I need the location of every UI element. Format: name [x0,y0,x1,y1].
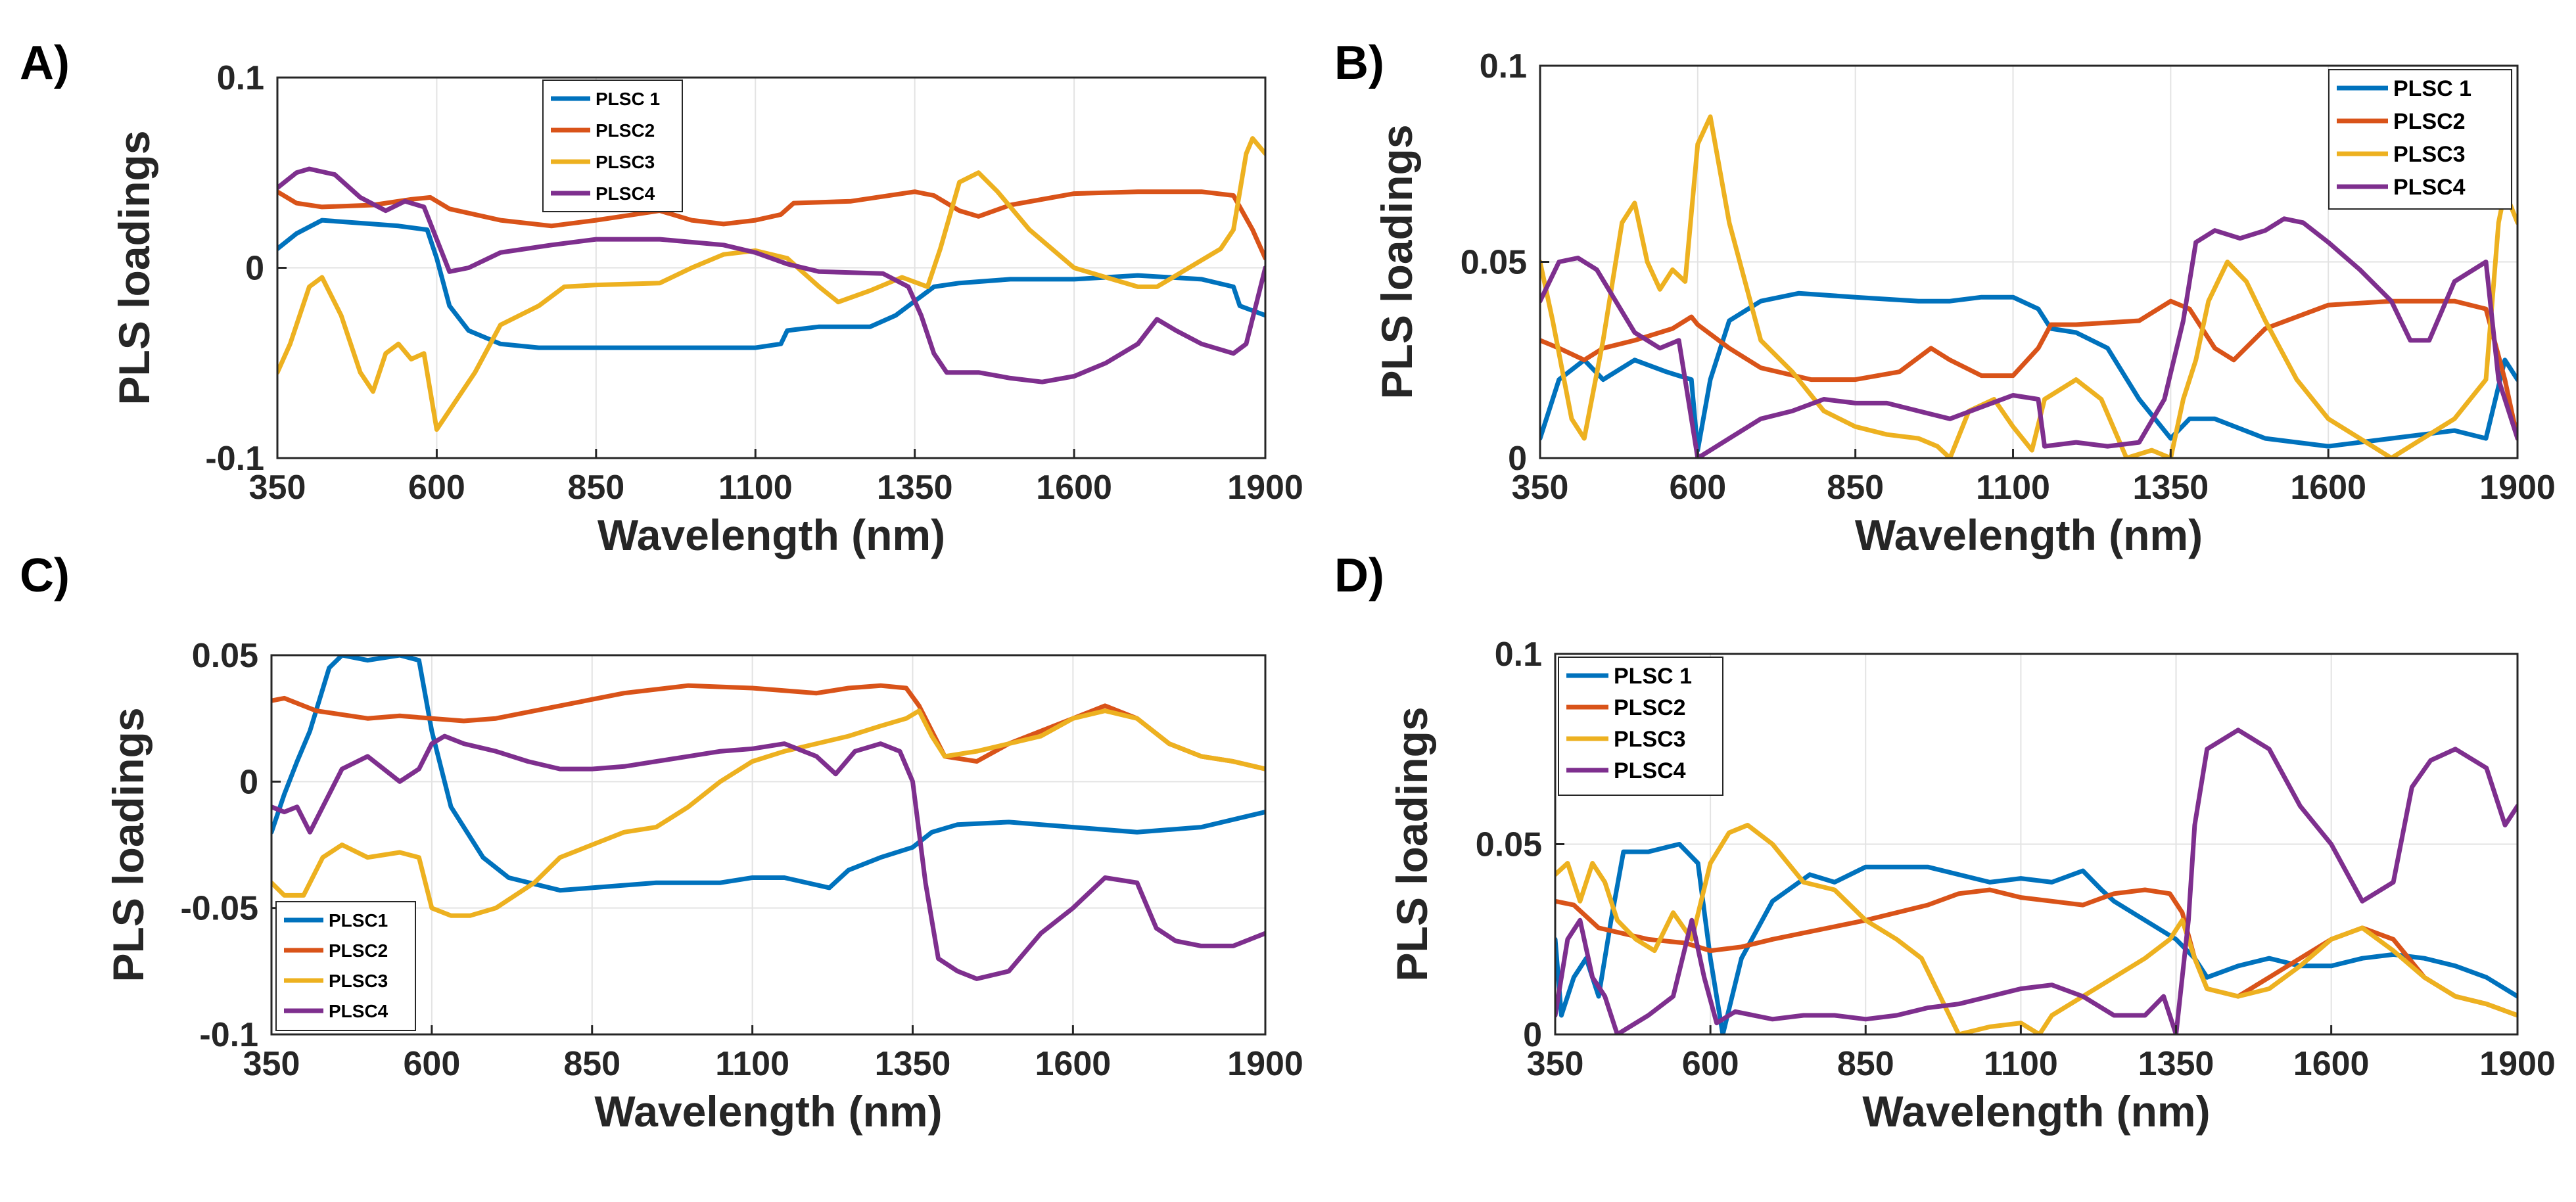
panel-letter: D) [1334,549,1384,602]
chart-panel-b: 350 600 850 1100 1350 1600 1900 0 0.05 0.1 Wavelen… [1334,37,2556,559]
series-line-plsc1 [1540,290,2517,453]
x-tick-label: 1100 [1976,469,2050,507]
x-tick-label: 1350 [877,469,953,507]
series-line-plsc3 [1540,114,2517,458]
x-tick-label: 850 [1837,1045,1894,1083]
x-tick-label: 600 [408,469,465,507]
series-line-plsc4 [1540,216,2517,458]
x-axis-label: Wavelength (nm) [1855,511,2203,559]
x-tick-label: 1350 [875,1045,951,1083]
chart-panel-d: 350 600 850 1100 1350 1600 1900 0 0.05 0.1 Wavelen… [1334,549,2556,1136]
series-line-plsc4 [277,166,1265,384]
y-tick-label: 0 [1523,1016,1542,1054]
panel-letter: C) [20,549,70,602]
legend-label: PLSC 1 [2393,76,2471,101]
x-tick-label: 1600 [2290,469,2366,507]
y-tick-label: 0.05 [1461,244,1527,282]
x-tick-label: 1350 [2138,1045,2214,1083]
x-axis-label: Wavelength (nm) [1862,1087,2210,1136]
chart-panel-a: 350 600 850 1100 1350 1600 1900 -0.1 0 0.1 Wavelen… [20,37,1303,559]
x-tick-label: 600 [403,1045,460,1083]
legend-label: PLSC4 [1614,758,1686,783]
series-line-plsc1 [271,655,1265,893]
legend-label: PLSC3 [2393,142,2466,167]
x-tick-label: 1900 [1227,1045,1303,1083]
legend-label: PLSC 1 [1614,664,1692,689]
legend-label: PLSC2 [329,940,388,961]
x-tick-label: 1100 [1984,1045,2058,1083]
y-tick-label: 0.1 [1480,47,1527,85]
x-axis-label: Wavelength (nm) [597,511,945,559]
series-line-plsc4 [271,733,1265,981]
legend: PLSC 1 PLSC2 PLSC3 PLSC4 [1558,657,1723,796]
y-tick-label: 0 [245,250,264,288]
legend-label: PLSC2 [2393,109,2466,134]
series-line-plsc1 [1555,842,2517,1034]
series-line-plsc4 [1555,728,2517,1034]
legend-label: PLSC 1 [596,89,660,109]
series-line-plsc2 [1540,298,2517,441]
y-axis-label: PLS loadings [1372,124,1421,399]
panel-letter: B) [1334,37,1384,89]
y-axis-label: PLS loadings [110,130,158,405]
y-tick-label: 0.1 [1495,636,1542,674]
y-tick-label: 0.05 [192,637,258,675]
plot-frame [270,654,1267,1036]
x-tick-label: 850 [1827,469,1884,507]
panel-letter: A) [20,37,70,89]
x-tick-label: 1900 [2479,1045,2556,1083]
x-tick-label: 1900 [2479,469,2556,507]
x-tick-label: 1100 [715,1045,789,1083]
x-tick-label: 1600 [1036,469,1112,507]
y-tick-label: -0.1 [199,1016,258,1054]
y-tick-label: -0.05 [180,890,258,928]
x-tick-label: 1100 [718,469,793,507]
legend: PLSC 1 PLSC2 PLSC3 PLSC4 [542,80,683,212]
x-tick-label: 1600 [1035,1045,1112,1083]
series-line-plsc3 [271,708,1265,918]
series-line-plsc3 [1555,823,2517,1034]
legend: PLSC 1 PLSC2 PLSC3 PLSC4 [2328,69,2512,210]
series-line-plsc1 [277,218,1265,350]
legend-label: PLSC4 [2393,175,2466,200]
x-tick-label: 350 [1512,469,1569,507]
legend-label: PLSC4 [596,183,655,204]
legend-label: PLSC3 [329,971,388,991]
series-line-plsc2 [271,683,1265,772]
legend-label: PLSC4 [329,1001,388,1021]
x-tick-label: 1900 [1227,469,1303,507]
y-axis-label: PLS loadings [104,707,152,982]
y-tick-label: -0.1 [205,440,264,478]
y-tick-label: 0.05 [1476,826,1542,864]
chart-panel-c: 350 600 850 1100 1350 1600 1900 -0.1 -0.05 0 0.05 W… [20,549,1303,1136]
y-axis-label: PLS loadings [1388,706,1436,981]
x-axis-label: Wavelength (nm) [594,1087,942,1136]
x-tick-label: 1600 [2293,1045,2370,1083]
legend-box [542,80,683,212]
x-tick-label: 350 [249,469,306,507]
legend-label: PLSC3 [1614,727,1686,752]
x-tick-label: 850 [567,469,624,507]
legend-label: PLSC2 [596,120,655,141]
x-tick-label: 1350 [2133,469,2209,507]
legend-label: PLSC2 [1614,695,1686,720]
legend: PLSC1 PLSC2 PLSC3 PLSC4 [275,901,416,1031]
x-tick-label: 350 [1527,1045,1584,1083]
legend-label: PLSC1 [329,910,388,931]
x-tick-label: 350 [243,1045,300,1083]
series-line-plsc2 [277,189,1265,261]
y-tick-label: 0 [1508,440,1527,478]
y-tick-label: 0 [239,763,258,801]
x-tick-label: 850 [563,1045,621,1083]
x-tick-label: 600 [1669,469,1726,507]
legend-label: PLSC3 [596,152,655,172]
x-tick-label: 600 [1682,1045,1739,1083]
y-tick-label: 0.1 [217,59,264,97]
